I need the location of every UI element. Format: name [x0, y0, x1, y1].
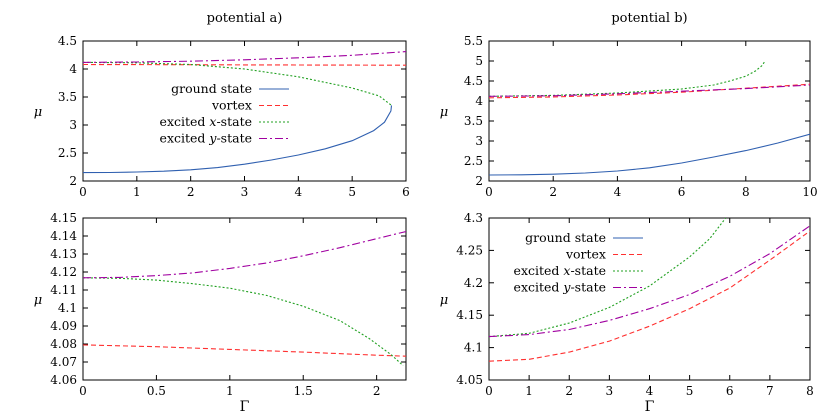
series-line-vortex	[489, 230, 810, 362]
x-tick-label: 0	[79, 185, 87, 199]
y-tick-label: 3.5	[58, 90, 77, 104]
y-tick-label: 2	[69, 174, 77, 188]
x-tick-label: 6	[402, 185, 410, 199]
y-tick-label: 4.12	[50, 265, 77, 279]
x-tick-label: 1	[525, 384, 533, 398]
x-axis-label: Γ	[240, 399, 250, 415]
x-tick-label: 0	[485, 384, 493, 398]
x-tick-label: 3	[241, 185, 249, 199]
x-tick-label: 6	[726, 384, 734, 398]
x-tick-label: 7	[766, 384, 774, 398]
y-tick-label: 4.15	[456, 308, 483, 322]
y-tick-label: 3.5	[464, 114, 483, 128]
x-tick-label: 2	[549, 185, 557, 199]
series-line-vortex	[83, 63, 406, 66]
series-line-ground	[83, 105, 393, 174]
series-line-ground	[489, 133, 810, 176]
x-tick-label: 0	[79, 384, 87, 398]
y-tick-label: 4.25	[456, 243, 483, 257]
x-tick-label: 2	[187, 185, 195, 199]
y-tick-label: 4	[69, 62, 77, 76]
y-axis-label: μ	[440, 293, 448, 308]
y-tick-label: 3	[475, 134, 483, 148]
series-line-xstate	[83, 277, 404, 367]
y-tick-label: 4.08	[50, 337, 77, 351]
series-line-ystate	[83, 51, 406, 63]
y-tick-label: 5	[475, 54, 483, 68]
x-tick-label: 2	[373, 384, 381, 398]
y-tick-label: 4.1	[464, 341, 483, 355]
x-axis-label: Γ	[645, 399, 655, 415]
x-tick-label: 5	[348, 185, 356, 199]
y-tick-label: 4.09	[50, 319, 77, 333]
series-line-ystate	[489, 84, 810, 97]
y-tick-label: 4.15	[50, 211, 77, 225]
x-tick-label: 2	[565, 384, 573, 398]
legend-label-ground: ground state	[525, 230, 606, 245]
x-tick-label: 4	[295, 185, 303, 199]
legend-label-vortex: vortex	[211, 98, 252, 113]
x-tick-label: 0	[485, 185, 493, 199]
y-tick-label: 4.06	[50, 373, 77, 387]
x-tick-label: 8	[742, 185, 750, 199]
y-tick-label: 4.1	[58, 301, 77, 315]
y-tick-label: 2	[475, 174, 483, 188]
x-tick-label: 0.5	[147, 384, 166, 398]
y-tick-label: 2.5	[58, 146, 77, 160]
series-line-xstate	[489, 60, 766, 97]
y-tick-label: 4	[475, 94, 483, 108]
y-tick-label: 2.5	[464, 154, 483, 168]
legend-label-xstate: excited x-state	[160, 114, 252, 129]
series-line-ystate	[489, 225, 810, 338]
y-axis-label: μ	[440, 105, 448, 120]
y-tick-label: 4.5	[58, 34, 77, 48]
legend-label-vortex: vortex	[565, 247, 606, 262]
plot-frame	[82, 217, 407, 381]
x-tick-label: 3	[606, 384, 614, 398]
series-line-xstate	[83, 61, 392, 106]
x-tick-label: 5	[686, 384, 694, 398]
y-tick-label: 3	[69, 118, 77, 132]
y-axis-label: μ	[34, 293, 42, 308]
x-tick-label: 4	[614, 185, 622, 199]
chart-title: potential b)	[611, 11, 687, 26]
legend-label-xstate: excited x-state	[514, 263, 606, 278]
x-tick-label: 1	[133, 185, 141, 199]
y-tick-label: 4.11	[50, 283, 77, 297]
series-line-ystate	[83, 230, 406, 279]
plot-frame	[488, 40, 811, 182]
y-tick-label: 4.05	[456, 373, 483, 387]
panel-a-top: 0 1 2 3 4 5 6 2 2.5 3 3.5 4 4.5 potential a) μ ground s…	[34, 11, 410, 199]
y-tick-label: 4.3	[464, 211, 483, 225]
y-tick-label: 4.2	[464, 276, 483, 290]
x-tick-label: 1	[226, 384, 234, 398]
x-tick-label: 1.5	[294, 384, 313, 398]
x-tick-label: 4	[646, 384, 654, 398]
y-tick-label: 4.07	[50, 355, 77, 369]
y-tick-label: 4.5	[464, 74, 483, 88]
legend-label-ystate: excited y-state	[514, 280, 606, 295]
panel-a-bottom: 0 0.5 1 1.5 2 4.06 4.07 4.08 4.09 4.1 4.11 4.12 4.13…	[34, 211, 407, 415]
y-tick-label: 4.14	[50, 229, 77, 243]
legend-label-ground: ground state	[171, 81, 252, 96]
series-line-vortex	[83, 344, 406, 357]
x-tick-label: 6	[678, 185, 686, 199]
x-tick-label: 10	[802, 185, 817, 199]
chart-title: potential a)	[207, 11, 283, 26]
legend-label-ystate: excited y-state	[160, 131, 252, 146]
y-tick-label: 4.13	[50, 247, 77, 261]
y-axis-label: μ	[34, 105, 42, 120]
x-tick-label: 8	[806, 384, 814, 398]
y-tick-label: 5.5	[464, 34, 483, 48]
